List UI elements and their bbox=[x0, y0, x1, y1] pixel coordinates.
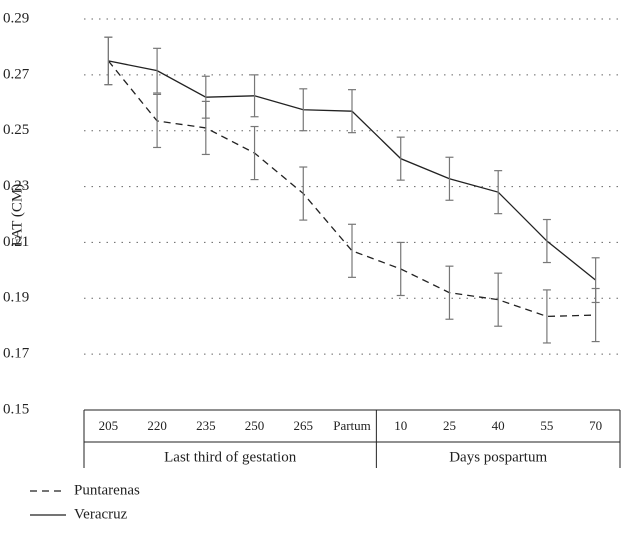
group-label: Last third of gestation bbox=[164, 449, 297, 465]
x-tick-label: 220 bbox=[147, 418, 167, 433]
y-tick-label: 0.29 bbox=[3, 10, 29, 26]
legend-label: Puntarenas bbox=[74, 482, 140, 498]
error-bar bbox=[542, 218, 551, 264]
y-tick-label: 0.15 bbox=[3, 401, 29, 417]
error-bar bbox=[250, 74, 259, 118]
x-tick-label: 40 bbox=[492, 418, 505, 433]
error-bar bbox=[494, 272, 503, 327]
error-bar bbox=[591, 257, 600, 304]
error-bar bbox=[396, 241, 405, 297]
error-bar bbox=[542, 289, 551, 344]
error-bar bbox=[201, 75, 210, 119]
y-tick-label: 0.17 bbox=[3, 346, 30, 362]
y-tick-label: 0.21 bbox=[3, 234, 29, 250]
error-bar bbox=[299, 166, 308, 221]
error-bar bbox=[396, 136, 405, 181]
y-axis-label: FAT (CM) bbox=[9, 184, 25, 246]
error-bar bbox=[348, 89, 356, 134]
x-tick-label: 25 bbox=[443, 418, 456, 433]
error-bar bbox=[494, 170, 503, 215]
group-label: Days pospartum bbox=[449, 449, 547, 465]
x-tick-label: Partum bbox=[333, 418, 371, 433]
x-tick-label: 10 bbox=[394, 418, 407, 433]
series-line bbox=[107, 60, 596, 318]
legend-label: Veracruz bbox=[74, 506, 128, 522]
x-tick-label: 250 bbox=[245, 418, 265, 433]
x-tick-label: 265 bbox=[294, 418, 314, 433]
y-tick-label: 0.25 bbox=[3, 122, 29, 138]
x-tick-label: 55 bbox=[540, 418, 553, 433]
x-tick-label: 235 bbox=[196, 418, 216, 433]
y-tick-label: 0.19 bbox=[3, 290, 29, 306]
x-tick-label: 205 bbox=[99, 418, 119, 433]
error-bar bbox=[250, 125, 259, 181]
error-bar bbox=[153, 47, 162, 94]
error-bar bbox=[445, 265, 454, 320]
y-tick-label: 0.23 bbox=[3, 178, 29, 194]
y-tick-label: 0.27 bbox=[3, 66, 30, 82]
error-bar bbox=[348, 223, 356, 278]
error-bar bbox=[153, 93, 162, 149]
error-bar bbox=[445, 156, 454, 201]
error-bar bbox=[299, 88, 308, 132]
x-tick-label: 70 bbox=[589, 418, 602, 433]
error-bar bbox=[104, 36, 113, 86]
